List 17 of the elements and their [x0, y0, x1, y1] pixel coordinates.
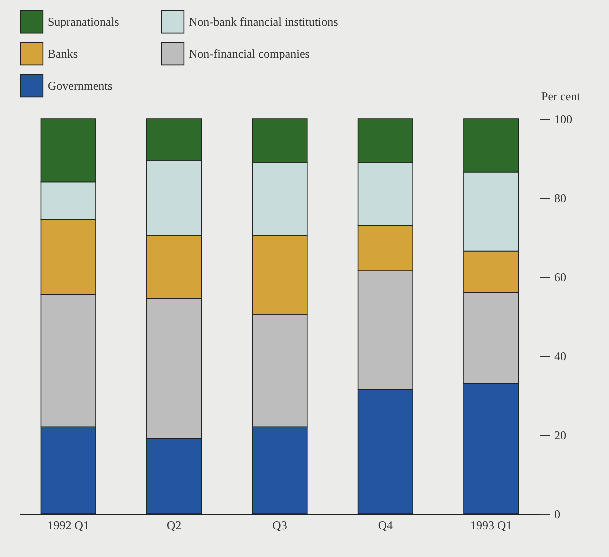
y-tick-label: 100 [554, 112, 572, 126]
x-tick-label: Q4 [378, 518, 394, 532]
x-tick-label: 1993 Q1 [470, 518, 512, 532]
x-tick-label: Q2 [166, 518, 182, 532]
x-tick-label: 1992 Q1 [48, 518, 90, 532]
y-tick-label: 60 [554, 270, 566, 284]
legend-label: Governments [48, 79, 113, 93]
y-tick-label: 40 [554, 350, 566, 364]
y-tick-label: 0 [554, 508, 560, 522]
legend-label: Non-bank financial institutions [189, 15, 339, 30]
y-tick-label: 80 [554, 192, 566, 206]
x-tick-label: Q3 [272, 518, 288, 532]
y-tick-label: 20 [554, 428, 566, 442]
legend-label: Supranationals [48, 15, 120, 30]
legend-label: Non-financial companies [189, 47, 310, 61]
y-axis-title: Per cent [542, 90, 582, 104]
legend-label: Banks [48, 47, 78, 61]
